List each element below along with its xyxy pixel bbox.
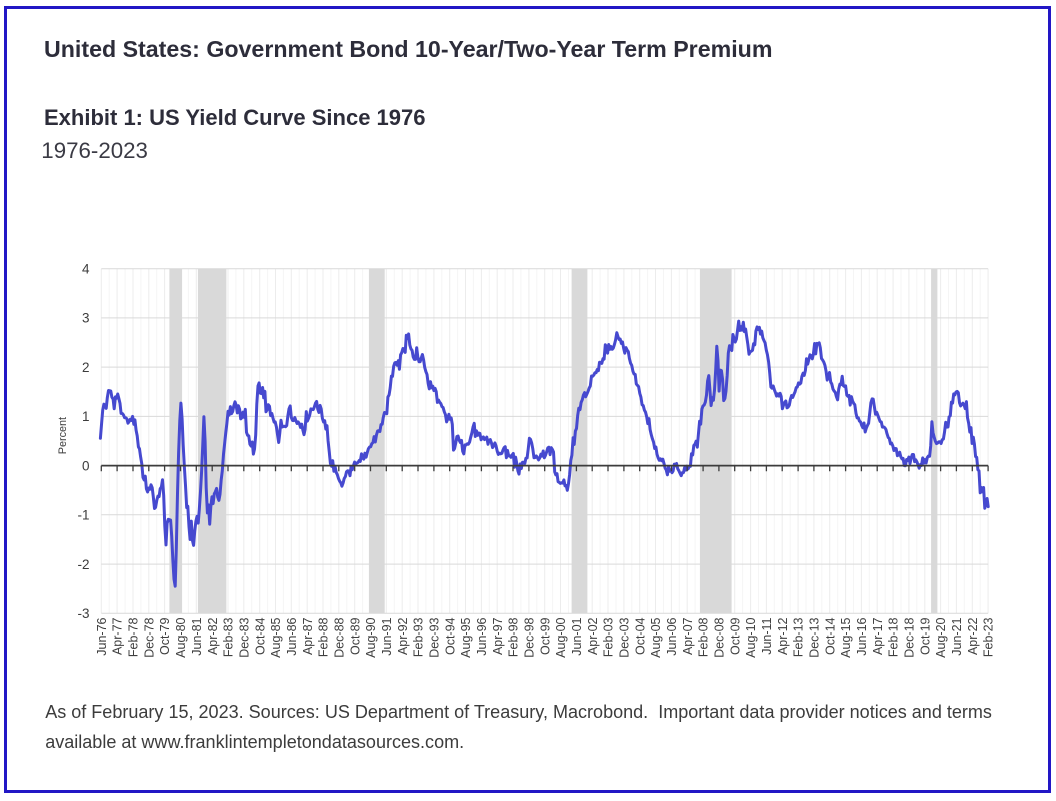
svg-text:Aug-05: Aug-05 xyxy=(649,617,663,657)
svg-text:1: 1 xyxy=(82,409,90,424)
svg-text:3: 3 xyxy=(82,311,90,326)
svg-text:Dec-78: Dec-78 xyxy=(142,617,156,657)
svg-text:Dec-88: Dec-88 xyxy=(332,617,346,657)
svg-text:-2: -2 xyxy=(77,557,89,572)
svg-text:4: 4 xyxy=(82,262,90,277)
svg-text:Feb-83: Feb-83 xyxy=(222,617,236,657)
svg-text:Oct-94: Oct-94 xyxy=(443,617,457,655)
svg-text:Apr-97: Apr-97 xyxy=(491,617,505,655)
svg-text:Feb-03: Feb-03 xyxy=(602,617,616,657)
svg-text:Aug-85: Aug-85 xyxy=(269,617,283,657)
svg-text:Jun-16: Jun-16 xyxy=(855,617,869,655)
svg-text:Feb-78: Feb-78 xyxy=(127,617,141,657)
svg-text:Feb-23: Feb-23 xyxy=(982,617,996,657)
svg-text:Aug-10: Aug-10 xyxy=(744,617,758,657)
svg-text:Apr-82: Apr-82 xyxy=(206,617,220,655)
svg-text:-3: -3 xyxy=(77,606,89,621)
svg-text:Dec-83: Dec-83 xyxy=(237,617,251,657)
svg-text:Feb-88: Feb-88 xyxy=(317,617,331,657)
svg-text:Oct-84: Oct-84 xyxy=(253,617,267,655)
svg-text:Oct-19: Oct-19 xyxy=(918,617,932,655)
svg-text:Oct-04: Oct-04 xyxy=(633,617,647,655)
svg-text:Apr-92: Apr-92 xyxy=(396,617,410,655)
svg-text:Dec-18: Dec-18 xyxy=(903,617,917,657)
svg-text:Aug-90: Aug-90 xyxy=(364,617,378,657)
svg-text:Jun-21: Jun-21 xyxy=(950,617,964,655)
svg-text:Apr-22: Apr-22 xyxy=(966,617,980,655)
svg-text:0: 0 xyxy=(82,458,90,473)
svg-text:Oct-14: Oct-14 xyxy=(823,617,837,655)
svg-text:Dec-03: Dec-03 xyxy=(618,617,632,657)
svg-text:Aug-80: Aug-80 xyxy=(174,617,188,657)
svg-text:Jun-91: Jun-91 xyxy=(380,617,394,655)
svg-text:-1: -1 xyxy=(77,508,89,523)
svg-text:Jun-76: Jun-76 xyxy=(95,617,109,655)
svg-text:Feb-18: Feb-18 xyxy=(887,617,901,657)
svg-text:Dec-98: Dec-98 xyxy=(523,617,537,657)
svg-text:Dec-08: Dec-08 xyxy=(713,617,727,657)
svg-text:Aug-20: Aug-20 xyxy=(934,617,948,657)
svg-text:Oct-89: Oct-89 xyxy=(348,617,362,655)
svg-text:Jun-86: Jun-86 xyxy=(285,617,299,655)
svg-text:Aug-00: Aug-00 xyxy=(554,617,568,657)
svg-text:Apr-12: Apr-12 xyxy=(776,617,790,655)
svg-text:Dec-93: Dec-93 xyxy=(428,617,442,657)
svg-text:Feb-93: Feb-93 xyxy=(412,617,426,657)
svg-text:Oct-09: Oct-09 xyxy=(728,617,742,655)
svg-text:Feb-13: Feb-13 xyxy=(792,617,806,657)
svg-text:Aug-95: Aug-95 xyxy=(459,617,473,657)
svg-text:2: 2 xyxy=(82,360,90,375)
svg-text:Dec-13: Dec-13 xyxy=(808,617,822,657)
svg-text:Apr-17: Apr-17 xyxy=(871,617,885,655)
svg-text:Apr-77: Apr-77 xyxy=(111,617,125,655)
svg-text:Jun-96: Jun-96 xyxy=(475,617,489,655)
svg-text:Jun-11: Jun-11 xyxy=(760,617,774,654)
svg-text:Oct-79: Oct-79 xyxy=(158,617,172,655)
svg-text:Percent: Percent xyxy=(57,417,69,454)
svg-text:Jun-81: Jun-81 xyxy=(190,617,204,655)
svg-text:Feb-08: Feb-08 xyxy=(697,617,711,657)
svg-text:Jun-06: Jun-06 xyxy=(665,617,679,655)
svg-text:Apr-02: Apr-02 xyxy=(586,617,600,655)
svg-text:Feb-98: Feb-98 xyxy=(507,617,521,657)
svg-text:Apr-87: Apr-87 xyxy=(301,617,315,655)
svg-text:Jun-01: Jun-01 xyxy=(570,617,584,655)
svg-text:Oct-99: Oct-99 xyxy=(538,617,552,655)
svg-text:Apr-07: Apr-07 xyxy=(681,617,695,655)
svg-text:Aug-15: Aug-15 xyxy=(839,617,853,657)
